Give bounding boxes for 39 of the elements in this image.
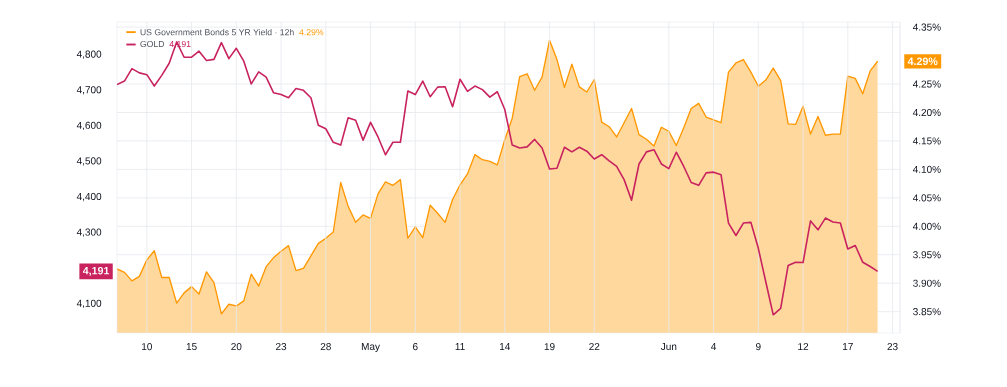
y-tick-label: 4,400 [76,192,102,202]
legend-label: US Government Bonds 5 YR Yield · 12h [140,28,294,36]
x-tick-label: 22 [589,343,600,351]
x-tick-label: 4 [711,343,717,350]
y2-tick-label: 4.25% [912,80,941,88]
x-tick-label: 12 [798,343,809,351]
y-tick-label: 4,700 [76,86,102,95]
x-tick-label: 17 [842,343,853,350]
y2-tick-label: 4.35% [912,23,941,31]
y2-tick-label: 3.85% [913,308,941,316]
x-tick-label: 19 [544,343,555,351]
x-tick-label: 6 [413,343,418,351]
y-tick-label: 4,100 [76,299,102,308]
y2-tick-label: 3.90% [913,279,941,287]
text: 4.29% [907,57,938,66]
y2-tick-label: 3.95% [913,251,941,259]
y2-tick-label: 4.05% [912,194,941,202]
x-tick-label: 20 [231,343,242,351]
x-tick-label: 28 [320,343,331,351]
y2-tick-label: 4.10% [912,165,941,173]
x-tick-label: 11 [455,343,465,350]
x-tick-label: 10 [142,343,152,351]
x-tick-label: 14 [499,343,511,350]
x-tick-label: 15 [186,343,197,351]
x-tick-label: Jun [660,343,677,351]
annotation: 4.29% [299,29,324,36]
y-tick-label: 4,500 [76,157,102,166]
y-tick-label: 4,600 [76,121,102,131]
y-tick-label: 4,800 [76,50,102,59]
y2-tick-label: 4.15% [912,137,941,145]
legend-label: GOLD [140,40,165,48]
text: 4,191 [82,266,110,276]
x-tick-label: 9 [756,343,761,351]
y2-tick-label: 4.20% [912,108,941,117]
x-tick-label: May [361,343,380,352]
x-tick-label: 23 [887,343,898,351]
x-tick-label: 23 [276,343,287,351]
y2-tick-label: 4.00% [912,222,941,230]
y-tick-label: 4,300 [76,228,102,237]
